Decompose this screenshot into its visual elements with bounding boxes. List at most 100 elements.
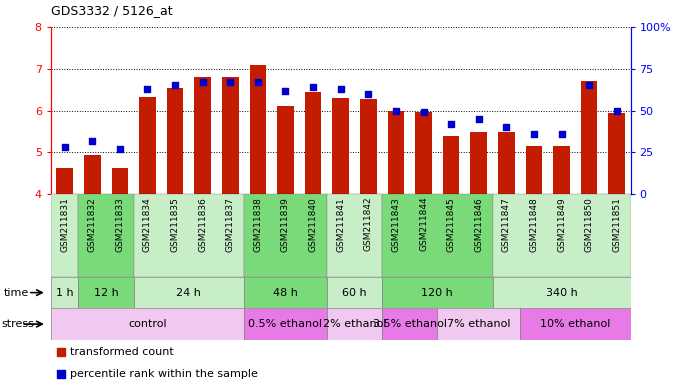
Text: stress: stress — [1, 319, 34, 329]
Point — [308, 84, 319, 90]
Text: GSM211838: GSM211838 — [254, 197, 262, 252]
Bar — [382, 308, 437, 340]
Bar — [608, 113, 625, 194]
Text: 340 h: 340 h — [546, 288, 578, 298]
Bar — [492, 277, 631, 308]
Text: 120 h: 120 h — [422, 288, 453, 298]
Text: 1 h: 1 h — [56, 288, 73, 298]
Point — [115, 146, 125, 152]
Point — [56, 371, 66, 377]
Bar — [277, 106, 294, 194]
Bar — [250, 65, 266, 194]
Bar — [134, 277, 244, 308]
Bar — [443, 136, 460, 194]
Point — [252, 79, 263, 85]
Bar — [327, 194, 382, 277]
Text: GSM211837: GSM211837 — [226, 197, 235, 252]
Bar — [51, 194, 79, 277]
Bar — [222, 77, 239, 194]
Point — [473, 116, 484, 122]
Text: GSM211849: GSM211849 — [557, 197, 566, 252]
Text: GSM211850: GSM211850 — [584, 197, 594, 252]
Bar — [332, 98, 349, 194]
Bar — [244, 308, 327, 340]
Bar — [79, 277, 134, 308]
Bar — [388, 111, 404, 194]
Bar — [415, 112, 432, 194]
Text: GSM211841: GSM211841 — [336, 197, 345, 252]
Text: 3.5% ethanol: 3.5% ethanol — [373, 319, 447, 329]
Text: GSM211836: GSM211836 — [198, 197, 207, 252]
Bar — [525, 146, 542, 194]
Bar — [553, 146, 570, 194]
Bar — [327, 308, 382, 340]
Bar — [84, 154, 100, 194]
Bar — [51, 308, 244, 340]
Point — [280, 88, 291, 94]
Text: GSM211848: GSM211848 — [530, 197, 538, 252]
Bar — [382, 194, 492, 277]
Text: 48 h: 48 h — [273, 288, 298, 298]
Point — [56, 349, 66, 355]
Point — [556, 131, 567, 137]
Bar — [437, 308, 520, 340]
Text: 24 h: 24 h — [176, 288, 201, 298]
Point — [528, 131, 539, 137]
Bar — [112, 168, 128, 194]
Text: GSM211833: GSM211833 — [115, 197, 124, 252]
Point — [335, 86, 346, 92]
Text: 7% ethanol: 7% ethanol — [447, 319, 511, 329]
Text: GSM211835: GSM211835 — [171, 197, 180, 252]
Bar — [244, 194, 327, 277]
Point — [142, 86, 153, 92]
Text: time: time — [4, 288, 29, 298]
Text: 2% ethanol: 2% ethanol — [323, 319, 386, 329]
Bar — [382, 277, 492, 308]
Bar — [134, 194, 244, 277]
Point — [197, 79, 208, 85]
Text: percentile rank within the sample: percentile rank within the sample — [70, 369, 258, 379]
Text: GSM211845: GSM211845 — [447, 197, 456, 252]
Point — [584, 83, 595, 89]
Point — [501, 124, 512, 131]
Bar — [581, 81, 597, 194]
Point — [363, 91, 374, 97]
Point — [87, 137, 98, 144]
Point — [59, 144, 70, 151]
Text: GSM211847: GSM211847 — [502, 197, 511, 252]
Text: GSM211846: GSM211846 — [474, 197, 483, 252]
Text: 10% ethanol: 10% ethanol — [540, 319, 610, 329]
Text: 60 h: 60 h — [342, 288, 367, 298]
Point — [225, 79, 236, 85]
Bar — [79, 194, 134, 277]
Point — [418, 109, 429, 115]
Bar — [56, 168, 73, 194]
Bar — [492, 194, 631, 277]
Text: 12 h: 12 h — [94, 288, 119, 298]
Text: GSM211851: GSM211851 — [612, 197, 621, 252]
Text: control: control — [128, 319, 167, 329]
Text: GSM211840: GSM211840 — [308, 197, 317, 252]
Text: GSM211832: GSM211832 — [87, 197, 97, 252]
Text: GSM211839: GSM211839 — [281, 197, 290, 252]
Text: 0.5% ethanol: 0.5% ethanol — [248, 319, 323, 329]
Bar — [360, 99, 376, 194]
Text: GSM211834: GSM211834 — [143, 197, 152, 252]
Text: GDS3332 / 5126_at: GDS3332 / 5126_at — [51, 4, 172, 17]
Bar — [520, 308, 631, 340]
Bar — [327, 277, 382, 308]
Point — [391, 108, 401, 114]
Text: GSM211831: GSM211831 — [60, 197, 69, 252]
Bar — [195, 77, 211, 194]
Text: GSM211843: GSM211843 — [391, 197, 401, 252]
Bar — [471, 131, 487, 194]
Text: transformed count: transformed count — [70, 347, 174, 357]
Text: GSM211842: GSM211842 — [364, 197, 373, 252]
Bar — [51, 277, 79, 308]
Point — [445, 121, 456, 127]
Bar — [305, 92, 321, 194]
Bar — [139, 97, 156, 194]
Bar — [167, 88, 183, 194]
Text: GSM211844: GSM211844 — [419, 197, 428, 252]
Bar — [244, 277, 327, 308]
